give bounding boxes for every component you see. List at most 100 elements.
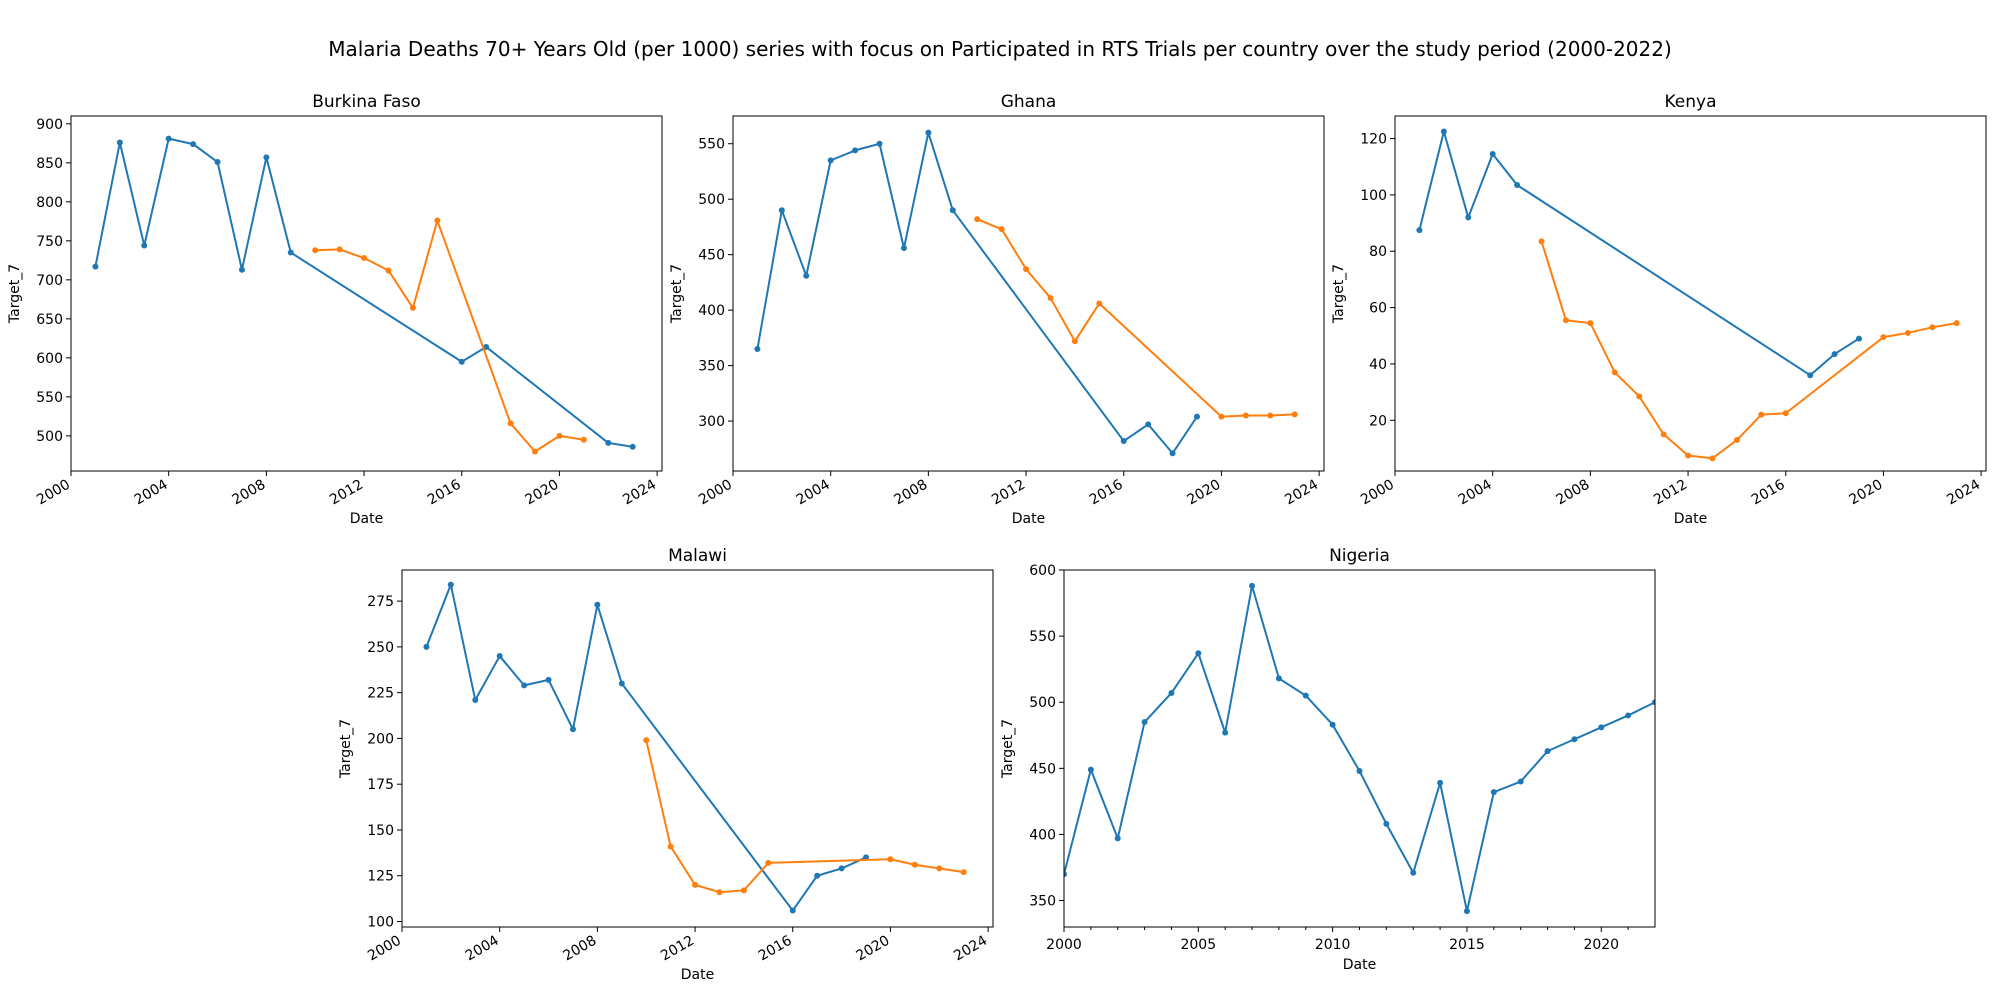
data-point [1416,227,1423,234]
data-point [1465,214,1472,221]
series-line-2 [645,740,964,894]
x-tick-label: 2000 [1046,937,1082,953]
data-point [447,581,454,588]
chart-title: Nigeria [1329,546,1390,566]
x-axis-label: Date [1674,511,1707,527]
y-tick-label: 40 [1369,357,1387,373]
data-point [974,216,981,223]
data-point [1782,410,1789,417]
data-point [1514,182,1521,189]
data-point [838,865,845,872]
data-point [692,881,699,888]
y-tick-label: 600 [36,351,63,367]
data-point [1071,338,1078,345]
chart-title: Kenya [1664,92,1716,112]
y-tick-label: 850 [36,156,63,172]
axes-frame [70,115,663,472]
axes-frame [401,569,994,928]
data-point [1598,724,1605,731]
data-point [754,345,761,352]
series-line-2 [976,218,1295,418]
data-point [1880,334,1887,341]
x-tick-label: 2020 [1583,937,1619,953]
data-point [1275,675,1282,682]
data-point [1807,372,1814,379]
data-point [312,247,319,254]
y-tick-label: 120 [1360,132,1387,148]
data-point [361,255,368,261]
y-axis-label: Target_7 [1000,719,1016,779]
x-axis-label: Date [350,511,383,527]
series-line-1 [1418,130,1860,377]
data-point [263,154,270,161]
data-point [496,653,503,660]
data-point [900,245,907,252]
axes-frame [1394,115,1987,472]
data-point [1087,766,1094,773]
data-point [887,856,894,863]
y-tick-label: 250 [367,640,394,656]
data-point [803,272,810,279]
data-point [1195,650,1202,657]
y-tick-label: 300 [698,414,725,430]
y-tick-label: 800 [36,195,63,211]
data-point [925,129,932,136]
chart-title: Malawi [668,546,727,566]
data-point [1064,871,1067,878]
y-axis-label: Target_7 [669,264,685,324]
y-tick-label: 500 [698,192,725,208]
data-point [1611,369,1618,376]
data-point [1856,335,1863,342]
y-tick-label: 150 [367,823,394,839]
y-tick-label: 500 [36,429,63,445]
data-point [998,226,1005,233]
data-point [1047,294,1054,301]
data-point [1222,729,1229,736]
data-point [580,436,587,443]
y-tick-label: 275 [367,594,394,610]
data-point [483,343,490,350]
data-point [238,266,245,273]
y-axis-label: Target_7 [338,719,354,779]
y-tick-label: 80 [1369,244,1387,260]
data-point [765,859,772,866]
data-point [1249,582,1256,589]
data-point [629,443,636,450]
data-point [1383,820,1390,827]
y-tick-label: 900 [36,117,63,133]
y-tick-label: 225 [367,686,394,702]
data-point [190,141,197,148]
data-point [1587,320,1594,327]
data-point [532,448,539,455]
x-tick-label: 2005 [1180,937,1216,953]
chart-title: Burkina Faso [312,92,420,112]
data-point [778,207,785,214]
data-point [1538,238,1545,245]
data-point [569,726,576,733]
y-tick-label: 600 [1029,563,1056,579]
data-point [141,242,148,249]
data-point [1758,411,1765,418]
data-point [1490,789,1497,796]
data-point [605,439,612,446]
data-point [1194,413,1201,420]
data-point [1096,300,1103,307]
y-tick-label: 100 [1360,188,1387,204]
data-point [1114,835,1121,842]
data-point [1168,689,1175,696]
y-axis-label: Target_7 [7,264,23,324]
y-tick-label: 100 [367,915,394,931]
y-tick-label: 650 [36,312,63,328]
data-point [1291,411,1298,418]
data-point [960,869,967,876]
data-point [1218,413,1225,420]
data-point [1145,421,1152,428]
data-point [116,139,123,146]
data-point [434,217,441,224]
data-point [949,207,956,214]
data-point [1685,452,1692,459]
y-tick-label: 500 [1029,695,1056,711]
data-point [716,889,723,896]
data-point [409,304,416,311]
data-point [740,887,747,894]
